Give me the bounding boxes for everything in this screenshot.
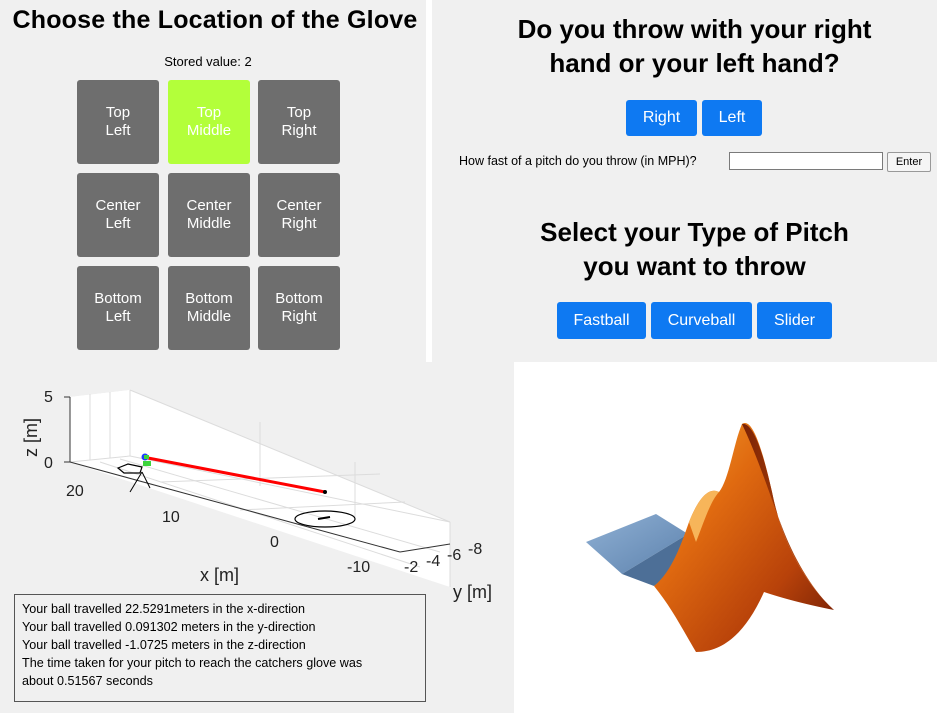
glove-location-title: Choose the Location of the Glove [12,6,418,34]
trajectory-plot-panel: 5 0 20 10 0 -10 -2 -4 -6 -8 x [m] y [m] … [0,362,514,713]
right-hand-button[interactable]: Right [626,100,697,136]
curveball-button[interactable]: Curveball [651,302,752,339]
top-middle-button[interactable]: Top Middle [168,80,250,164]
result-line-x: Your ball travelled 22.5291meters in the… [22,602,306,616]
result-line-y: Your ball travelled 0.091302 meters in t… [22,620,316,634]
y-tick-label: -4 [426,553,440,570]
x-axis-label: x [m] [200,565,239,585]
enter-button[interactable]: Enter [887,152,931,172]
x-tick-label: -10 [347,559,370,576]
pitch-type-question: Select your Type of Pitch you want to th… [540,217,849,281]
logo-blue-plane-edge [622,534,688,586]
result-line-time-value: about 0.51567 seconds [22,674,153,688]
throwing-hand-question: Do you throw with your right hand or you… [517,14,872,78]
pitcher-mound-marker [294,510,356,528]
plate-leader-line [141,471,151,489]
logo-membrane-surface [654,422,834,652]
release-point-marker [323,490,327,494]
glove-marker-green [143,461,151,466]
plot-axes [64,396,451,553]
fastball-button[interactable]: Fastball [557,302,646,339]
logo-membrane-shadow [742,423,834,610]
glove-location-grid: Top Left Top Middle Top Right Center Lef… [77,80,341,350]
logo-panel [514,362,937,713]
throw-settings-panel: Do you throw with your right hand or you… [432,0,937,362]
y-tick-label: -8 [468,541,482,558]
bottom-left-button[interactable]: Bottom Left [77,266,159,350]
center-right-button[interactable]: Center Right [258,173,340,257]
z-tick-label: 0 [44,455,53,472]
glove-location-panel: Choose the Location of the Glove Stored … [0,0,426,362]
bottom-middle-button[interactable]: Bottom Middle [168,266,250,350]
mound-rubber [317,516,331,520]
trajectory-3d-plot: 5 0 20 10 0 -10 -2 -4 -6 -8 x [m] y [m] … [21,389,492,602]
y-tick-label: -6 [447,547,461,564]
logo-membrane-highlight [689,490,719,542]
center-left-button[interactable]: Center Left [77,173,159,257]
top-left-button[interactable]: Top Left [77,80,159,164]
matlab-membrane-logo-icon [586,422,834,652]
x-tick-label: 20 [66,483,84,500]
z-axis-label: z [m] [21,418,41,457]
pitch-speed-label: How fast of a pitch do you throw (in MPH… [459,154,697,168]
plot-floor [70,456,450,552]
home-plate-marker [116,463,143,474]
center-middle-button[interactable]: Center Middle [168,173,250,257]
y-axis-label: y [m] [453,582,492,602]
stored-value-label: Stored value: 2 [164,54,252,69]
logo-blue-plane [586,514,688,574]
z-tick-label: 5 [44,389,53,406]
x-tick-label: 10 [162,509,180,526]
y-tick-label: -2 [404,559,418,576]
ball-trajectory-line [147,456,326,494]
results-text-area: Your ball travelled 22.5291meters in the… [14,594,426,702]
bottom-right-button[interactable]: Bottom Right [258,266,340,350]
x-tick-label: 0 [270,534,279,551]
left-hand-button[interactable]: Left [702,100,762,136]
plate-leader-line-2 [129,471,143,493]
plot-grid [69,389,451,587]
result-line-time: The time taken for your pitch to reach t… [22,656,363,670]
top-right-button[interactable]: Top Right [258,80,340,164]
slider-button[interactable]: Slider [757,302,832,339]
result-line-z: Your ball travelled -1.0725 meters in th… [22,638,306,652]
pitch-speed-input[interactable] [729,152,883,170]
glove-marker-green-top [144,455,149,459]
